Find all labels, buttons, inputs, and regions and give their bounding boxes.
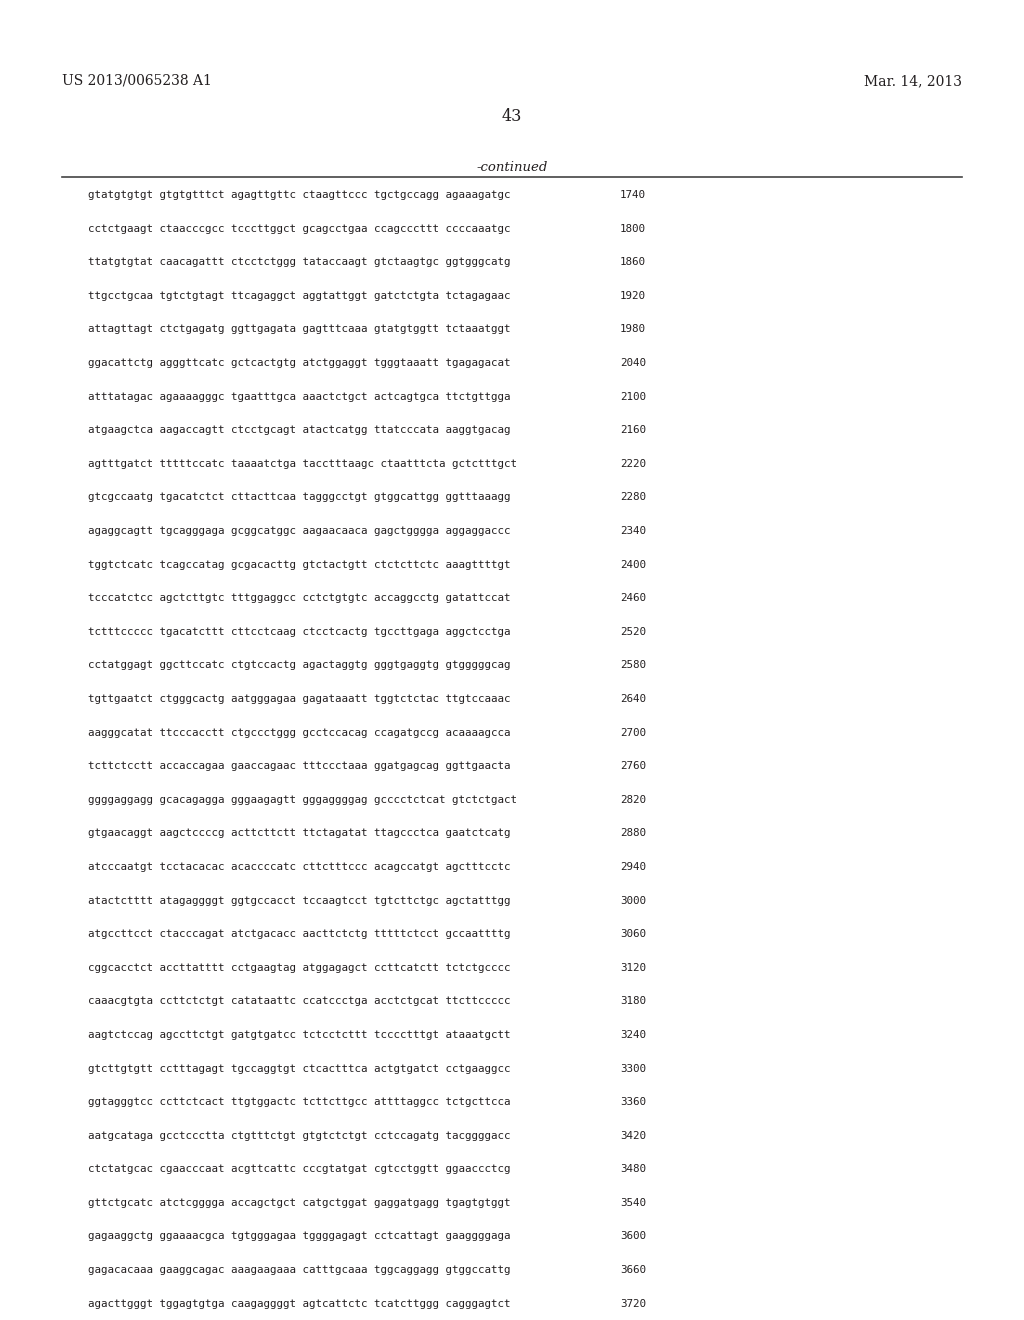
Text: 3660: 3660 [620, 1265, 646, 1275]
Text: 2520: 2520 [620, 627, 646, 636]
Text: atactctttt atagaggggt ggtgccacct tccaagtcct tgtcttctgc agctatttgg: atactctttt atagaggggt ggtgccacct tccaagt… [88, 895, 511, 906]
Text: 2880: 2880 [620, 829, 646, 838]
Text: 3360: 3360 [620, 1097, 646, 1107]
Text: cctatggagt ggcttccatc ctgtccactg agactaggtg gggtgaggtg gtgggggcag: cctatggagt ggcttccatc ctgtccactg agactag… [88, 660, 511, 671]
Text: 3420: 3420 [620, 1131, 646, 1140]
Text: 2820: 2820 [620, 795, 646, 805]
Text: tcttctcctt accaccagaa gaaccagaac tttccctaaa ggatgagcag ggttgaacta: tcttctcctt accaccagaa gaaccagaac tttccct… [88, 762, 511, 771]
Text: Mar. 14, 2013: Mar. 14, 2013 [864, 74, 962, 88]
Text: tctttccccc tgacatcttt cttcctcaag ctcctcactg tgccttgaga aggctcctga: tctttccccc tgacatcttt cttcctcaag ctcctca… [88, 627, 511, 636]
Text: 3720: 3720 [620, 1299, 646, 1308]
Text: 1740: 1740 [620, 190, 646, 201]
Text: US 2013/0065238 A1: US 2013/0065238 A1 [62, 74, 212, 88]
Text: 2760: 2760 [620, 762, 646, 771]
Text: 2940: 2940 [620, 862, 646, 873]
Text: 2580: 2580 [620, 660, 646, 671]
Text: 2460: 2460 [620, 593, 646, 603]
Text: ggacattctg agggttcatc gctcactgtg atctggaggt tgggtaaatt tgagagacat: ggacattctg agggttcatc gctcactgtg atctgga… [88, 358, 511, 368]
Text: tgttgaatct ctgggcactg aatgggagaa gagataaatt tggtctctac ttgtccaaac: tgttgaatct ctgggcactg aatgggagaa gagataa… [88, 694, 511, 704]
Text: aatgcataga gcctccctta ctgtttctgt gtgtctctgt cctccagatg tacggggacc: aatgcataga gcctccctta ctgtttctgt gtgtctc… [88, 1131, 511, 1140]
Text: atgccttcct ctacccagat atctgacacc aacttctctg tttttctcct gccaattttg: atgccttcct ctacccagat atctgacacc aacttct… [88, 929, 511, 939]
Text: 1920: 1920 [620, 290, 646, 301]
Text: aagtctccag agccttctgt gatgtgatcc tctcctcttt tcccctttgt ataaatgctt: aagtctccag agccttctgt gatgtgatcc tctcctc… [88, 1030, 511, 1040]
Text: cctctgaagt ctaacccgcc tcccttggct gcagcctgaa ccagcccttt ccccaaatgc: cctctgaagt ctaacccgcc tcccttggct gcagcct… [88, 223, 511, 234]
Text: 2340: 2340 [620, 525, 646, 536]
Text: agtttgatct tttttccatc taaaatctga tacctttaagc ctaatttcta gctctttgct: agtttgatct tttttccatc taaaatctga taccttt… [88, 459, 517, 469]
Text: 2040: 2040 [620, 358, 646, 368]
Text: gagacacaaa gaaggcagac aaagaagaaa catttgcaaa tggcaggagg gtggccattg: gagacacaaa gaaggcagac aaagaagaaa catttgc… [88, 1265, 511, 1275]
Text: 2100: 2100 [620, 392, 646, 401]
Text: 2400: 2400 [620, 560, 646, 570]
Text: 3120: 3120 [620, 962, 646, 973]
Text: ggtagggtcc ccttctcact ttgtggactc tcttcttgcc attttaggcc tctgcttcca: ggtagggtcc ccttctcact ttgtggactc tcttctt… [88, 1097, 511, 1107]
Text: 3060: 3060 [620, 929, 646, 939]
Text: 1980: 1980 [620, 325, 646, 334]
Text: gtatgtgtgt gtgtgtttct agagttgttc ctaagttccc tgctgccagg agaaagatgc: gtatgtgtgt gtgtgtttct agagttgttc ctaagtt… [88, 190, 511, 201]
Text: -continued: -continued [476, 161, 548, 174]
Text: 3240: 3240 [620, 1030, 646, 1040]
Text: gtcttgtgtt cctttagagt tgccaggtgt ctcactttca actgtgatct cctgaaggcc: gtcttgtgtt cctttagagt tgccaggtgt ctcactt… [88, 1064, 511, 1073]
Text: ggggaggagg gcacagagga gggaagagtt gggaggggag gcccctctcat gtctctgact: ggggaggagg gcacagagga gggaagagtt gggaggg… [88, 795, 517, 805]
Text: tcccatctcc agctcttgtc tttggaggcc cctctgtgtc accaggcctg gatattccat: tcccatctcc agctcttgtc tttggaggcc cctctgt… [88, 593, 511, 603]
Text: ttatgtgtat caacagattt ctcctctggg tataccaagt gtctaagtgc ggtgggcatg: ttatgtgtat caacagattt ctcctctggg tatacca… [88, 257, 511, 267]
Text: 3480: 3480 [620, 1164, 646, 1175]
Text: 3540: 3540 [620, 1199, 646, 1208]
Text: gagaaggctg ggaaaacgca tgtgggagaa tggggagagt cctcattagt gaaggggaga: gagaaggctg ggaaaacgca tgtgggagaa tggggag… [88, 1232, 511, 1242]
Text: gtgaacaggt aagctccccg acttcttctt ttctagatat ttagccctca gaatctcatg: gtgaacaggt aagctccccg acttcttctt ttctaga… [88, 829, 511, 838]
Text: tggtctcatc tcagccatag gcgacacttg gtctactgtt ctctcttctc aaagttttgt: tggtctcatc tcagccatag gcgacacttg gtctact… [88, 560, 511, 570]
Text: gttctgcatc atctcgggga accagctgct catgctggat gaggatgagg tgagtgtggt: gttctgcatc atctcgggga accagctgct catgctg… [88, 1199, 511, 1208]
Text: attagttagt ctctgagatg ggttgagata gagtttcaaa gtatgtggtt tctaaatggt: attagttagt ctctgagatg ggttgagata gagtttc… [88, 325, 511, 334]
Text: 2160: 2160 [620, 425, 646, 436]
Text: 3000: 3000 [620, 895, 646, 906]
Text: 2640: 2640 [620, 694, 646, 704]
Text: ctctatgcac cgaacccaat acgttcattc cccgtatgat cgtcctggtt ggaaccctcg: ctctatgcac cgaacccaat acgttcattc cccgtat… [88, 1164, 511, 1175]
Text: 2220: 2220 [620, 459, 646, 469]
Text: 2280: 2280 [620, 492, 646, 503]
Text: gtcgccaatg tgacatctct cttacttcaa tagggcctgt gtggcattgg ggtttaaagg: gtcgccaatg tgacatctct cttacttcaa tagggcc… [88, 492, 511, 503]
Text: 2700: 2700 [620, 727, 646, 738]
Text: 43: 43 [502, 108, 522, 125]
Text: 3180: 3180 [620, 997, 646, 1006]
Text: 1860: 1860 [620, 257, 646, 267]
Text: 1800: 1800 [620, 223, 646, 234]
Text: aagggcatat ttcccacctt ctgccctggg gcctccacag ccagatgccg acaaaagcca: aagggcatat ttcccacctt ctgccctggg gcctcca… [88, 727, 511, 738]
Text: 3600: 3600 [620, 1232, 646, 1242]
Text: caaacgtgta ccttctctgt catataattc ccatccctga acctctgcat ttcttccccc: caaacgtgta ccttctctgt catataattc ccatccc… [88, 997, 511, 1006]
Text: atttatagac agaaaagggc tgaatttgca aaactctgct actcagtgca ttctgttgga: atttatagac agaaaagggc tgaatttgca aaactct… [88, 392, 511, 401]
Text: agacttgggt tggagtgtga caagaggggt agtcattctc tcatcttggg cagggagtct: agacttgggt tggagtgtga caagaggggt agtcatt… [88, 1299, 511, 1308]
Text: cggcacctct accttatttt cctgaagtag atggagagct ccttcatctt tctctgcccc: cggcacctct accttatttt cctgaagtag atggaga… [88, 962, 511, 973]
Text: 3300: 3300 [620, 1064, 646, 1073]
Text: agaggcagtt tgcagggaga gcggcatggc aagaacaaca gagctgggga aggaggaccc: agaggcagtt tgcagggaga gcggcatggc aagaaca… [88, 525, 511, 536]
Text: atgaagctca aagaccagtt ctcctgcagt atactcatgg ttatcccata aaggtgacag: atgaagctca aagaccagtt ctcctgcagt atactca… [88, 425, 511, 436]
Text: atcccaatgt tcctacacac acaccccatc cttctttccc acagccatgt agctttcctc: atcccaatgt tcctacacac acaccccatc cttcttt… [88, 862, 511, 873]
Text: ttgcctgcaa tgtctgtagt ttcagaggct aggtattggt gatctctgta tctagagaac: ttgcctgcaa tgtctgtagt ttcagaggct aggtatt… [88, 290, 511, 301]
